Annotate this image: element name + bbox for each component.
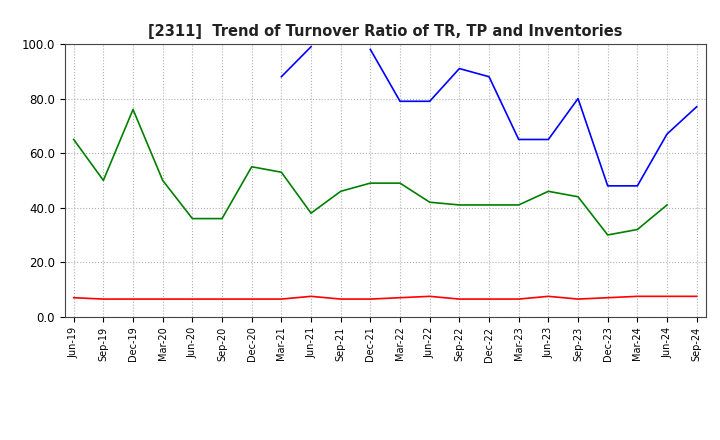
Inventories (366, 180, 374, 186)
Inventories (129, 107, 138, 112)
Inventories (336, 189, 345, 194)
Trade Payables (662, 132, 671, 137)
Trade Receivables (603, 295, 612, 301)
Inventories (217, 216, 226, 221)
Inventories (248, 164, 256, 169)
Inventories (307, 210, 315, 216)
Trade Receivables (544, 294, 553, 299)
Trade Receivables (248, 297, 256, 302)
Line: Trade Receivables: Trade Receivables (73, 297, 697, 299)
Trade Payables (544, 137, 553, 142)
Inventories (277, 169, 286, 175)
Inventories (396, 180, 405, 186)
Trade Receivables (99, 297, 108, 302)
Line: Inventories: Inventories (73, 110, 667, 235)
Trade Payables (514, 137, 523, 142)
Trade Payables (307, 44, 315, 49)
Inventories (544, 189, 553, 194)
Inventories (99, 178, 108, 183)
Inventories (455, 202, 464, 208)
Line: Trade Payables: Trade Payables (282, 47, 697, 186)
Inventories (69, 137, 78, 142)
Inventories (574, 194, 582, 199)
Trade Receivables (514, 297, 523, 302)
Trade Receivables (693, 294, 701, 299)
Title: [2311]  Trend of Turnover Ratio of TR, TP and Inventories: [2311] Trend of Turnover Ratio of TR, TP… (148, 24, 623, 39)
Trade Payables (603, 183, 612, 188)
Trade Receivables (485, 297, 493, 302)
Trade Payables (574, 96, 582, 101)
Trade Receivables (366, 297, 374, 302)
Trade Receivables (662, 294, 671, 299)
Trade Receivables (336, 297, 345, 302)
Trade Receivables (277, 297, 286, 302)
Trade Receivables (426, 294, 434, 299)
Trade Receivables (396, 295, 405, 301)
Trade Receivables (455, 297, 464, 302)
Inventories (662, 202, 671, 208)
Inventories (633, 227, 642, 232)
Trade Receivables (307, 294, 315, 299)
Trade Payables (277, 74, 286, 79)
Trade Payables (396, 99, 405, 104)
Trade Receivables (574, 297, 582, 302)
Trade Payables (633, 183, 642, 188)
Trade Receivables (633, 294, 642, 299)
Inventories (426, 200, 434, 205)
Inventories (603, 232, 612, 238)
Trade Payables (455, 66, 464, 71)
Trade Payables (426, 99, 434, 104)
Trade Receivables (129, 297, 138, 302)
Inventories (514, 202, 523, 208)
Inventories (485, 202, 493, 208)
Inventories (188, 216, 197, 221)
Trade Receivables (188, 297, 197, 302)
Trade Payables (366, 47, 374, 52)
Trade Receivables (69, 295, 78, 301)
Inventories (158, 178, 167, 183)
Trade Receivables (158, 297, 167, 302)
Trade Receivables (217, 297, 226, 302)
Trade Payables (485, 74, 493, 79)
Trade Payables (693, 104, 701, 110)
